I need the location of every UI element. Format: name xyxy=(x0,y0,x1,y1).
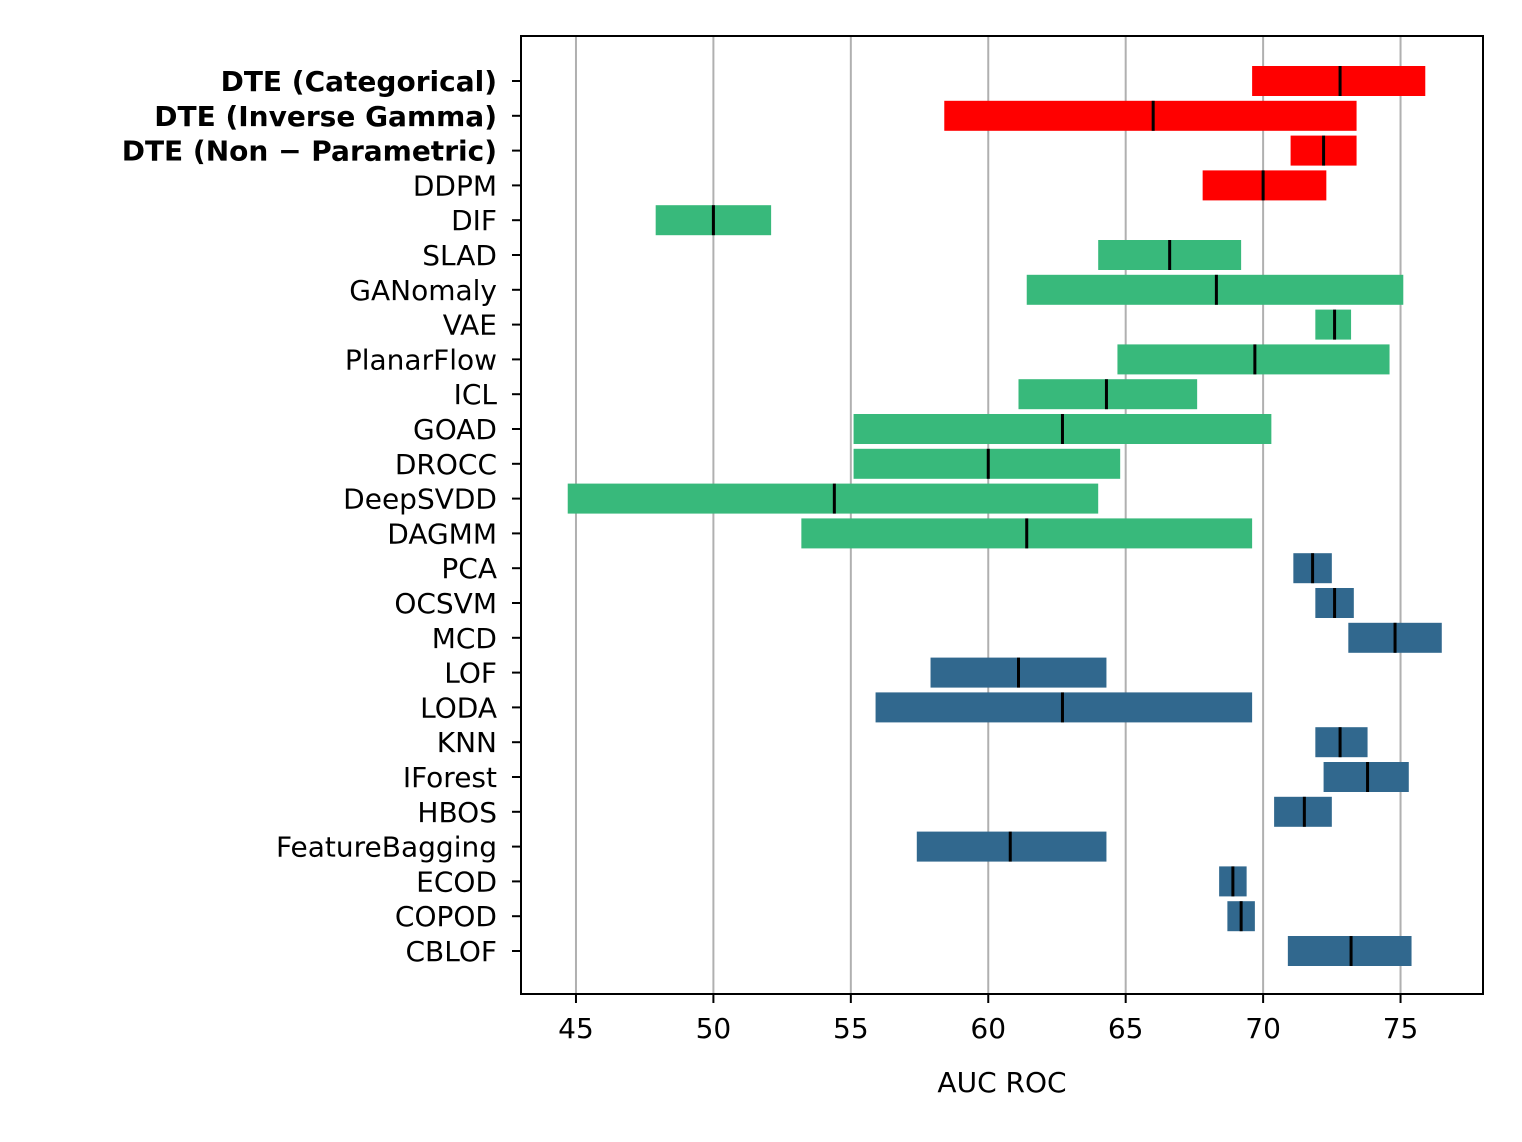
plot-area-frame xyxy=(520,35,1484,995)
y-category-label: IForest xyxy=(403,761,497,794)
y-category-label: DTE (Inverse Gamma) xyxy=(154,100,497,133)
x-tick-label: 70 xyxy=(1245,1012,1281,1045)
y-category-label: LOF xyxy=(444,657,497,690)
y-category-label: CBLOF xyxy=(405,935,497,968)
y-category-label: DTE (Categorical) xyxy=(221,65,497,98)
range-bar xyxy=(944,100,1357,131)
y-category-label: DAGMM xyxy=(387,517,497,550)
y-category-label: DTE (Non − Parametric) xyxy=(122,135,497,168)
y-category-label: DIF xyxy=(451,204,497,237)
x-tick-label: 65 xyxy=(1108,1012,1144,1045)
y-category-label: SLAD xyxy=(422,239,497,272)
y-category-label: COPOD xyxy=(395,900,497,933)
x-tick-label: 55 xyxy=(833,1012,869,1045)
y-category-label: PlanarFlow xyxy=(345,343,497,376)
y-category-label: ICL xyxy=(454,378,498,411)
y-category-label: MCD xyxy=(432,622,497,655)
x-tick-label: 75 xyxy=(1383,1012,1419,1045)
x-gridlines xyxy=(574,36,1402,994)
y-category-label: VAE xyxy=(443,309,497,342)
y-category-label: PCA xyxy=(441,552,497,585)
x-tick-label: 50 xyxy=(696,1012,732,1045)
y-category-label: KNN xyxy=(437,726,497,759)
y-category-label: DeepSVDD xyxy=(343,483,497,516)
x-axis: 45 50 55 60 65 70 75 xyxy=(558,994,1418,1045)
x-axis-title: AUC ROC xyxy=(937,1066,1066,1099)
y-category-label: ECOD xyxy=(416,865,497,898)
y-category-label: HBOS xyxy=(417,796,497,829)
y-category-label: DROCC xyxy=(395,448,497,481)
y-category-label: GANomaly xyxy=(349,274,497,307)
y-category-label: DDPM xyxy=(413,169,497,202)
x-tick-label: 60 xyxy=(970,1012,1006,1045)
y-category-label: LODA xyxy=(420,691,497,724)
y-category-label: FeatureBagging xyxy=(276,831,497,864)
y-category-label: OCSVM xyxy=(394,587,497,620)
x-tick-label: 45 xyxy=(558,1012,594,1045)
y-axis: DTE (Categorical)DTE (Inverse Gamma)DTE … xyxy=(122,65,521,968)
y-category-label: GOAD xyxy=(413,413,497,446)
median-markers xyxy=(711,66,1397,966)
